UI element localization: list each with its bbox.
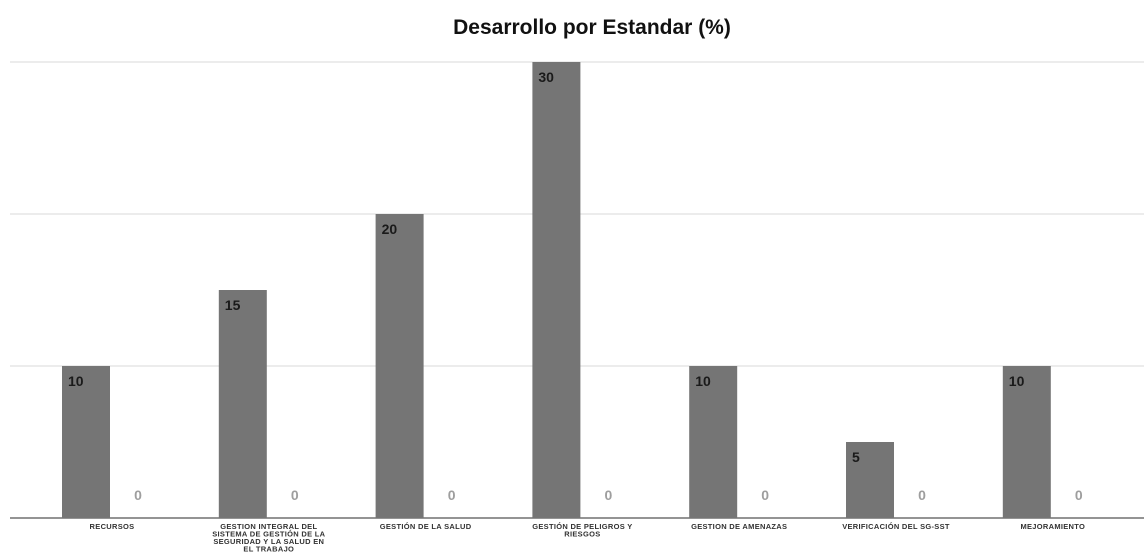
data-label: 10 [68, 373, 84, 389]
chart-title: Desarrollo por Estandar (%) [453, 16, 731, 39]
category-label: GESTIÓN DE LA SALUD [380, 522, 472, 531]
bar [532, 62, 581, 518]
category-label: VERIFICACIÓN DEL SG-SST [842, 522, 950, 531]
data-label: 30 [538, 69, 554, 85]
bar [62, 366, 110, 518]
data-label: 0 [448, 487, 456, 503]
data-label: 0 [918, 487, 926, 503]
bar [689, 366, 738, 518]
category-label: GESTIÓN DE PELIGROS Y RIESGOS [532, 522, 632, 539]
category-label: RECURSOS [90, 522, 135, 531]
data-label: 15 [225, 297, 241, 313]
data-label: 0 [291, 487, 299, 503]
bar [218, 290, 267, 518]
category-label: GESTION INTEGRAL DEL SISTEMA DE GESTIÓN D… [212, 522, 325, 554]
category-label: MEJORAMIENTO [1020, 522, 1085, 531]
data-label: 5 [852, 449, 860, 465]
data-label: 0 [761, 487, 769, 503]
data-label: 10 [1009, 373, 1025, 389]
category-label: GESTION DE AMENAZAS [691, 522, 787, 531]
data-label: 0 [1075, 487, 1083, 503]
bar [846, 442, 894, 518]
bar [375, 214, 424, 518]
data-label: 0 [134, 487, 142, 503]
bar [1002, 366, 1051, 518]
data-label: 0 [605, 487, 613, 503]
data-label: 10 [695, 373, 711, 389]
data-label: 20 [382, 221, 398, 237]
